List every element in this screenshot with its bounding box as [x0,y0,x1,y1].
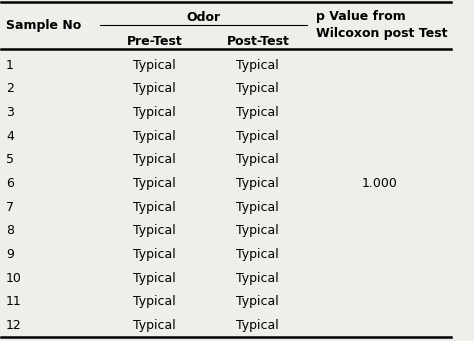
Text: Typical: Typical [133,319,176,332]
Text: 4: 4 [6,130,14,143]
Text: 11: 11 [6,295,22,308]
Text: 7: 7 [6,201,14,214]
Text: p Value from
Wilcoxon post Test: p Value from Wilcoxon post Test [316,10,448,40]
Text: Typical: Typical [237,224,279,237]
Text: Typical: Typical [237,83,279,95]
Text: Typical: Typical [237,319,279,332]
Text: Typical: Typical [237,130,279,143]
Text: Typical: Typical [133,59,176,72]
Text: Pre-Test: Pre-Test [127,35,182,48]
Text: 3: 3 [6,106,14,119]
Text: Typical: Typical [133,83,176,95]
Text: Typical: Typical [237,201,279,214]
Text: Typical: Typical [237,272,279,285]
Text: 1: 1 [6,59,14,72]
Text: Typical: Typical [133,248,176,261]
Text: 6: 6 [6,177,14,190]
Text: Odor: Odor [187,12,221,25]
Text: Typical: Typical [237,153,279,166]
Text: 1.000: 1.000 [361,177,397,190]
Text: Sample No: Sample No [6,18,81,31]
Text: Typical: Typical [237,295,279,308]
Text: Typical: Typical [237,248,279,261]
Text: Typical: Typical [133,106,176,119]
Text: 8: 8 [6,224,14,237]
Text: Typical: Typical [133,130,176,143]
Text: Typical: Typical [133,295,176,308]
Text: Typical: Typical [237,106,279,119]
Text: 5: 5 [6,153,14,166]
Text: 12: 12 [6,319,22,332]
Text: 9: 9 [6,248,14,261]
Text: Typical: Typical [133,224,176,237]
Text: 2: 2 [6,83,14,95]
Text: 10: 10 [6,272,22,285]
Text: Post-Test: Post-Test [227,35,289,48]
Text: Typical: Typical [237,59,279,72]
Text: Typical: Typical [133,201,176,214]
Text: Typical: Typical [133,272,176,285]
Text: Typical: Typical [133,177,176,190]
Text: Typical: Typical [237,177,279,190]
Text: Typical: Typical [133,153,176,166]
